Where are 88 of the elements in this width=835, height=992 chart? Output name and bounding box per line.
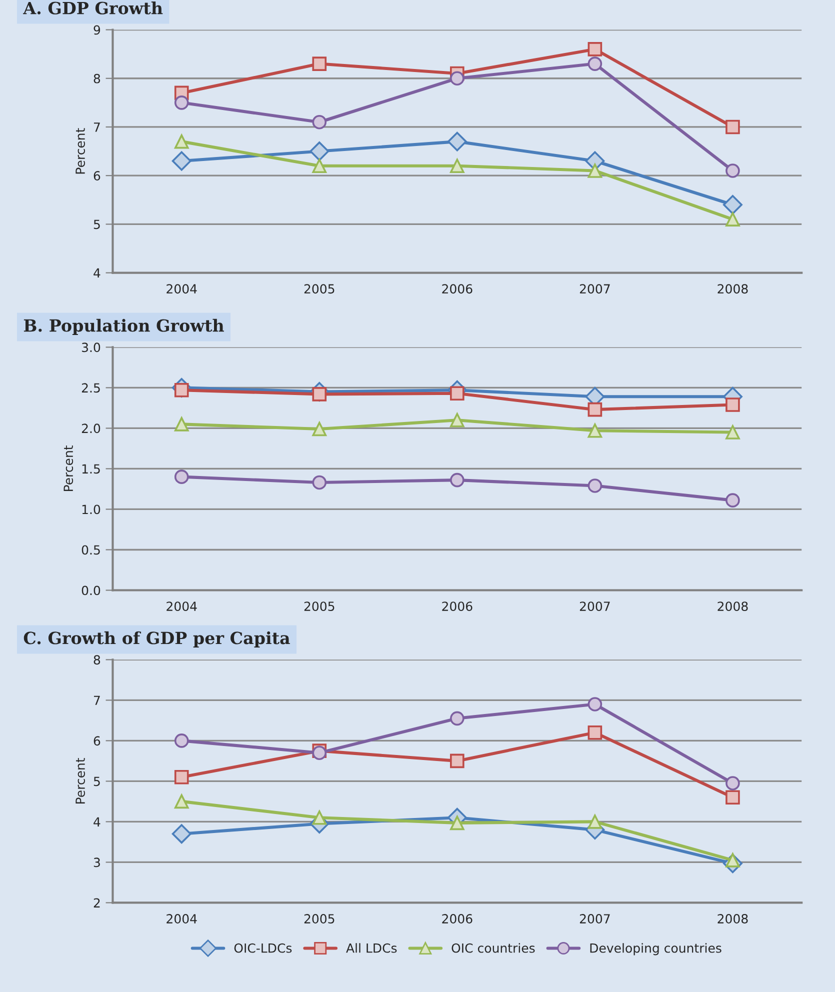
x-tick-label: 2007 [580,284,610,294]
x-tick-label: 2004 [166,602,197,612]
point [174,770,189,784]
point [588,164,602,178]
y-tick-label: 8 [94,655,100,665]
y-tick-label: 3 [94,858,100,868]
point [450,472,464,488]
point [588,814,602,829]
point [174,470,189,484]
point [726,493,740,508]
point [726,776,740,790]
y-tick-label: 4 [94,817,100,826]
point [450,158,464,174]
point [174,734,189,748]
y-tick-label: 0.5 [82,545,100,555]
y-tick-label: 3.0 [82,342,100,352]
x-tick-label: 2004 [166,284,197,294]
y-tick-label: 4 [94,268,100,278]
legend-label: OIC-LDCs [234,943,292,953]
y-tick-label: 9 [94,25,100,35]
y-tick-label: 7 [94,696,100,705]
x-tick-label: 2004 [166,914,197,924]
x-tick-label: 2006 [442,914,472,924]
point [174,96,189,110]
chart-title: B. Population Growth [24,318,224,336]
y-tick-label: 2.5 [82,383,100,393]
y-axis-title: Percent [76,128,85,174]
x-tick-label: 2007 [580,602,610,612]
y-axis-title: Percent [64,446,74,492]
point [588,423,602,438]
point [312,810,327,825]
point [450,71,464,86]
point [450,412,464,428]
point [726,398,740,412]
x-tick-label: 2008 [718,284,748,294]
x-tick-label: 2006 [442,284,472,294]
point [450,816,464,830]
point [312,422,327,436]
y-tick-label: 2 [94,898,100,908]
legend-label: Developing countries [590,943,722,956]
point [588,725,602,740]
point [312,158,327,174]
y-tick-label: 1.5 [82,464,100,474]
point [312,475,327,490]
legend-label: OIC countries [452,943,535,953]
point [172,151,192,171]
chart-title: A. GDP Growth [23,1,163,14]
point [726,212,740,226]
y-tick-label: 2.0 [82,424,100,434]
point [726,164,740,178]
point [174,134,189,149]
point [174,794,189,809]
x-tick-label: 2006 [442,602,472,612]
y-axis-title: Percent [76,758,85,804]
point [172,824,192,844]
y-tick-label: 1.0 [82,504,100,514]
y-tick-label: 8 [94,74,100,84]
chart-title: C. Growth of GDP per Capita [24,631,290,648]
x-tick-label: 2008 [718,602,748,612]
y-tick-label: 0.0 [82,586,100,596]
legend-label: All LDCs [346,943,397,953]
point [312,56,327,71]
point [588,402,602,417]
x-tick-label: 2007 [580,914,610,924]
y-tick-label: 5 [94,776,100,786]
point [174,417,189,432]
y-tick-label: 6 [94,171,100,181]
point [588,478,602,493]
point [588,42,602,56]
point [310,142,330,162]
point [588,56,602,71]
point [726,120,740,134]
point [726,790,740,805]
point [450,754,464,768]
y-tick-label: 7 [94,122,100,132]
x-tick-label: 2005 [304,284,334,294]
y-tick-label: 5 [94,220,100,230]
point [447,132,467,152]
x-tick-label: 2005 [304,914,334,924]
point [450,386,464,401]
y-tick-label: 6 [94,736,100,746]
point [722,195,742,214]
x-tick-label: 2008 [718,914,748,924]
point [588,697,602,712]
x-tick-label: 2005 [304,602,334,612]
point [312,114,327,130]
point [450,711,464,726]
point [726,425,740,440]
